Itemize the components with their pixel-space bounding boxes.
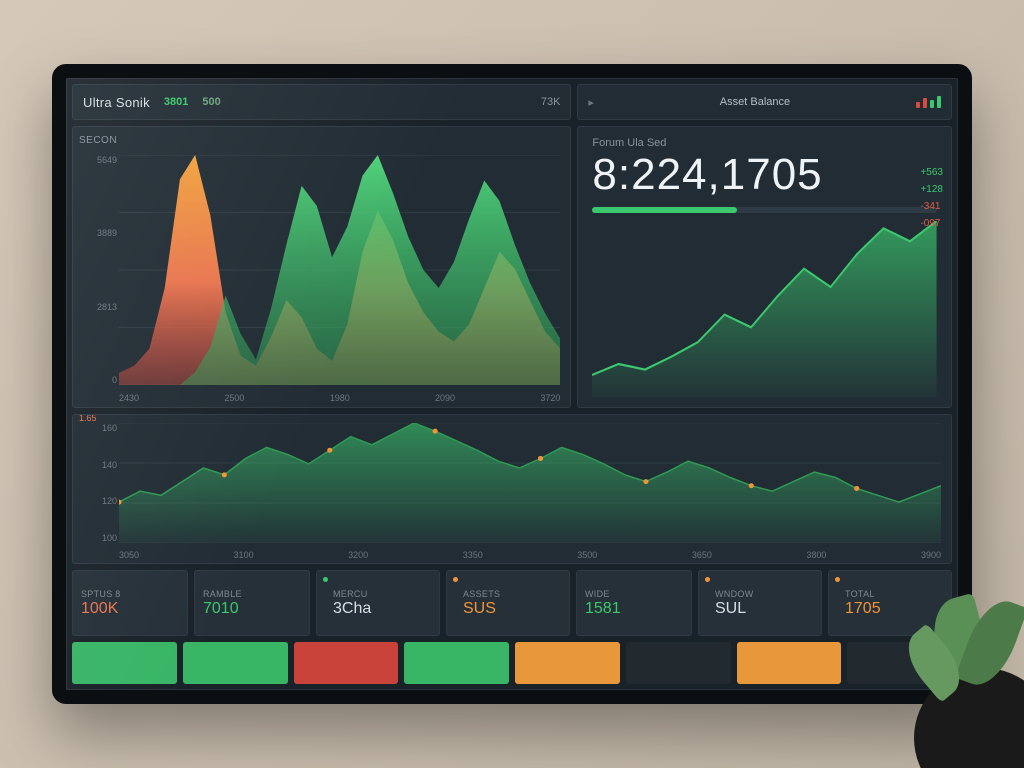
- ticker-card[interactable]: SPTUS 8 100K: [72, 570, 188, 636]
- side-deltas: +563 +128 -341 -097: [920, 167, 943, 229]
- color-block[interactable]: [72, 642, 177, 684]
- delta-value: +128: [920, 184, 943, 195]
- lower-chart-y-axis: 160140120100: [77, 423, 117, 543]
- ticker-label: RAMBLE: [203, 589, 301, 599]
- delta-value: +563: [920, 167, 943, 178]
- ticker-value: SUL: [715, 601, 813, 617]
- ticker-card[interactable]: ASSETS SUS: [446, 570, 570, 636]
- color-block[interactable]: [847, 642, 952, 684]
- ticker-label: TOTAL: [845, 589, 943, 599]
- header-mini-bars: [916, 96, 941, 108]
- ticker-card[interactable]: TOTAL 1705: [828, 570, 952, 636]
- big-display-subtitle: Forum Ula Sed: [592, 137, 937, 149]
- color-block-row: [72, 642, 952, 684]
- ticker-value: 3Cha: [333, 601, 431, 617]
- big-display-value: 8:224,1705: [592, 153, 937, 197]
- ticker-card[interactable]: WNDOW SUL: [698, 570, 822, 636]
- ticker-card[interactable]: RAMBLE 7010: [194, 570, 310, 636]
- color-block[interactable]: [404, 642, 509, 684]
- ticker-value: 1705: [845, 601, 943, 617]
- lower-chart-panel[interactable]: 1.65 160140120100 3050310032003350350036…: [72, 414, 952, 564]
- progress-bar: [592, 207, 937, 213]
- color-block[interactable]: [737, 642, 842, 684]
- ticker-label: ASSETS: [463, 589, 561, 599]
- lower-chart-body: [119, 423, 941, 543]
- status-dot-icon: [323, 577, 328, 582]
- ticker-value: 1581: [585, 601, 683, 617]
- main-chart-x-axis: 24302500198020903720: [119, 393, 560, 403]
- caret-icon: ▸: [588, 96, 594, 109]
- delta-value: -097: [920, 218, 943, 229]
- ticker-label: WIDE: [585, 589, 683, 599]
- brand-title: Ultra Sonik: [83, 95, 150, 110]
- ticker-value: SUS: [463, 601, 561, 617]
- color-block[interactable]: [626, 642, 731, 684]
- lower-chart-y-title: 1.65: [79, 414, 97, 423]
- status-dot-icon: [705, 577, 710, 582]
- ticker-label: MERCU: [333, 589, 431, 599]
- ticker-card[interactable]: WIDE 1581: [576, 570, 692, 636]
- main-chart-body: [119, 155, 560, 385]
- lower-chart-x-axis: 30503100320033503500365038003900: [119, 550, 941, 560]
- ticker-value: 100K: [81, 601, 179, 617]
- big-display-panel[interactable]: Forum Ula Sed 8:224,1705 +563 +128 -341 -09…: [577, 126, 952, 408]
- color-block[interactable]: [183, 642, 288, 684]
- dashboard-screen: Ultra Sonik 3801 500 73K ▸ Asset Balance…: [52, 64, 972, 704]
- header-metric-1: 3801: [164, 96, 188, 108]
- header-left: Ultra Sonik 3801 500 73K: [72, 84, 571, 120]
- ticker-value: 7010: [203, 601, 301, 617]
- ticker-card[interactable]: MERCU 3Cha: [316, 570, 440, 636]
- mini-area-chart: [592, 221, 937, 397]
- main-chart-y-axis: 5649388928130: [77, 155, 117, 385]
- status-dot-icon: [835, 577, 840, 582]
- ticker-label: WNDOW: [715, 589, 813, 599]
- delta-value: -341: [920, 201, 943, 212]
- header-tag: 73K: [541, 96, 561, 108]
- header-metric-2: 500: [202, 96, 220, 108]
- ticker-label: SPTUS 8: [81, 589, 179, 599]
- asset-balance-label: Asset Balance: [720, 96, 790, 108]
- header-right: ▸ Asset Balance: [577, 84, 952, 120]
- status-dot-icon: [453, 577, 458, 582]
- color-block[interactable]: [294, 642, 399, 684]
- ticker-row: SPTUS 8 100K RAMBLE 7010 MERCU 3Cha ASSETS SUS W…: [72, 570, 952, 636]
- main-chart-panel[interactable]: SECON 5649388928130 24302500198020903720: [72, 126, 571, 408]
- main-chart-y-title: SECON: [79, 135, 117, 146]
- color-block[interactable]: [515, 642, 620, 684]
